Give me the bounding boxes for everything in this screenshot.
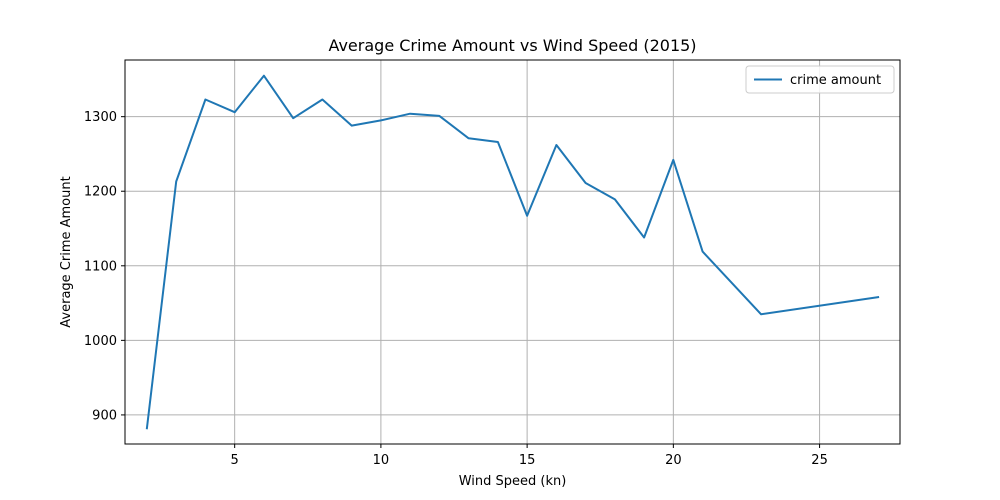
grid-lines xyxy=(125,60,900,444)
x-tick-label-15: 15 xyxy=(519,453,536,468)
y-tick-label-1100: 1100 xyxy=(84,259,117,274)
y-tick-label-1300: 1300 xyxy=(84,110,117,125)
plot-frame xyxy=(124,59,901,445)
legend-box xyxy=(745,65,895,94)
y-axis-ticks: 900 1000 1100 1200 1300 xyxy=(84,110,125,423)
chart-title: Average Crime Amount vs Wind Speed (2015… xyxy=(328,36,696,55)
y-tick-label-1000: 1000 xyxy=(84,334,117,349)
legend-label-crime-amount: crime amount xyxy=(790,73,881,88)
y-tick-label-1200: 1200 xyxy=(84,185,117,200)
series-layer xyxy=(145,74,880,430)
x-tick-label-5: 5 xyxy=(231,453,239,468)
y-tick-label-900: 900 xyxy=(92,408,117,423)
x-tick-label-25: 25 xyxy=(811,453,828,468)
series-line-0 xyxy=(145,74,880,430)
x-tick-label-10: 10 xyxy=(373,453,390,468)
y-axis-label: Average Crime Amount xyxy=(59,176,74,327)
x-axis-label: Wind Speed (kn) xyxy=(459,474,567,489)
x-tick-label-20: 20 xyxy=(665,453,682,468)
x-axis-ticks: 5 10 15 20 25 xyxy=(231,444,828,468)
legend: crime amount xyxy=(745,65,895,94)
